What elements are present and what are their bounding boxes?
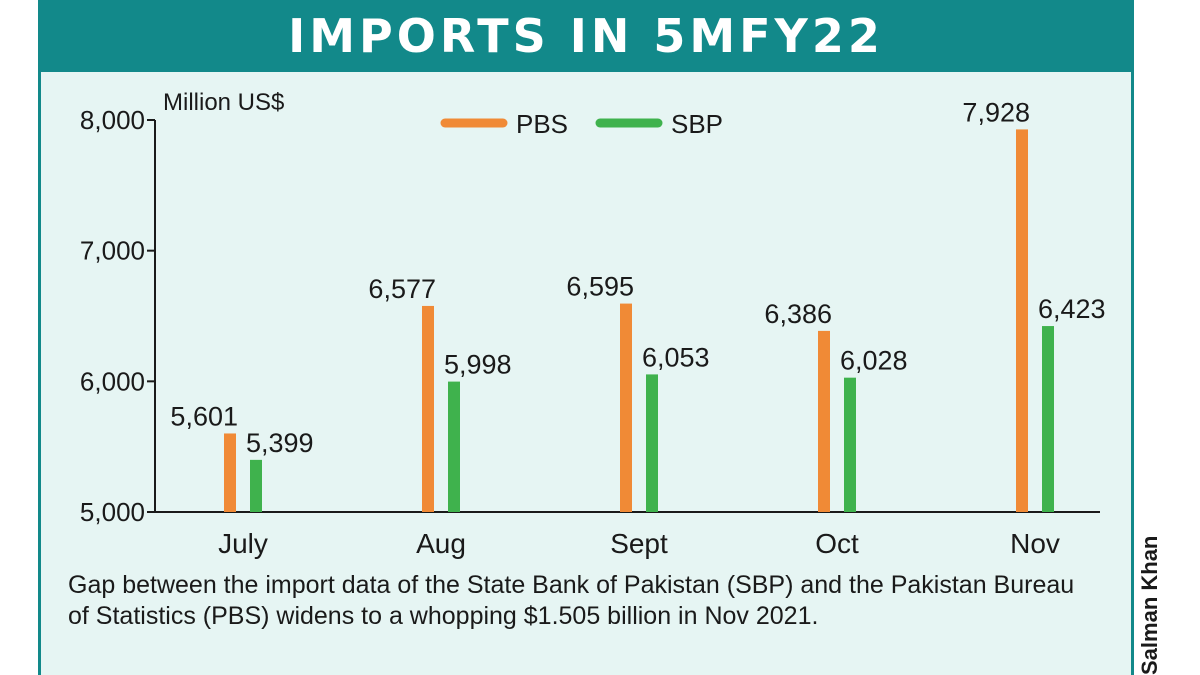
bar-sbp-nov — [1042, 326, 1054, 512]
data-label-pbs-sept: 6,595 — [566, 272, 634, 302]
data-label-pbs-aug: 6,577 — [368, 274, 436, 304]
bar-pbs-oct — [818, 330, 830, 512]
author-credit: Salman Khan — [1137, 535, 1162, 675]
bar-sbp-july — [250, 459, 262, 512]
y-tick-label: 8,000 — [80, 105, 145, 135]
x-tick-label: Aug — [416, 528, 466, 559]
y-tick-label: 7,000 — [80, 236, 145, 266]
chart-caption: Gap between the import data of the State… — [68, 571, 1075, 630]
data-label-pbs-oct: 6,386 — [764, 299, 832, 329]
x-tick-label: Nov — [1010, 528, 1060, 559]
data-label-pbs-nov: 7,928 — [962, 97, 1030, 127]
legend-label-sbp: SBP — [671, 109, 723, 139]
x-tick-label: Sept — [610, 528, 668, 559]
bar-sbp-aug — [448, 381, 460, 512]
x-tick-label: Oct — [815, 528, 859, 559]
bar-pbs-aug — [422, 305, 434, 512]
chart-panel — [38, 0, 1134, 675]
data-label-sbp-sept: 6,053 — [642, 342, 710, 372]
data-label-pbs-july: 5,601 — [170, 401, 238, 431]
bar-pbs-nov — [1016, 129, 1028, 512]
y-tick-label: 5,000 — [80, 497, 145, 527]
legend-label-pbs: PBS — [516, 109, 568, 139]
y-tick-label: 6,000 — [80, 366, 145, 396]
data-label-sbp-aug: 5,998 — [444, 350, 512, 380]
bar-sbp-oct — [844, 377, 856, 512]
x-tick-label: July — [218, 528, 268, 559]
bar-sbp-sept — [646, 374, 658, 512]
bar-pbs-july — [224, 433, 236, 512]
bar-pbs-sept — [620, 303, 632, 512]
data-label-sbp-nov: 6,423 — [1038, 294, 1106, 324]
data-label-sbp-oct: 6,028 — [840, 346, 908, 376]
data-label-sbp-july: 5,399 — [246, 428, 314, 458]
chart-title: IMPORTS IN 5MFY22 — [38, 0, 1134, 72]
y-axis-label: Million US$ — [163, 89, 284, 116]
